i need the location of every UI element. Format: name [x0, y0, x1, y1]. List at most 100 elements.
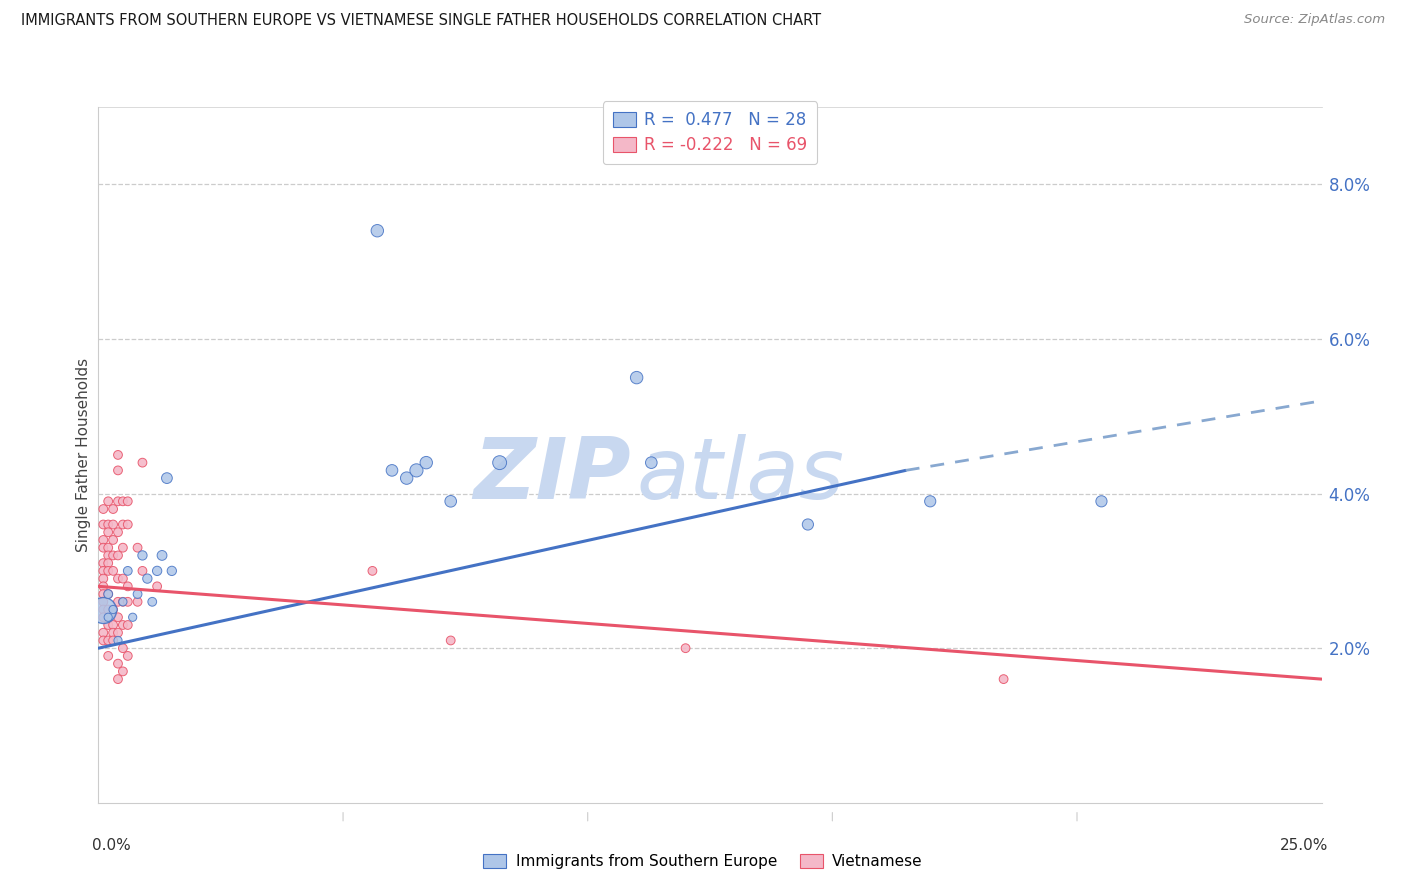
Point: [97, 564, 120, 578]
Point: [1090, 494, 1112, 508]
Point: [107, 595, 129, 609]
Point: [415, 456, 437, 470]
Point: [127, 541, 149, 555]
Text: IMMIGRANTS FROM SOUTHERN EUROPE VS VIETNAMESE SINGLE FATHER HOUSEHOLDS CORRELATI: IMMIGRANTS FROM SOUTHERN EUROPE VS VIETN…: [21, 13, 821, 29]
Point: [136, 572, 159, 586]
Point: [675, 641, 697, 656]
Point: [405, 463, 427, 477]
Point: [160, 564, 183, 578]
Point: [111, 618, 134, 632]
Point: [97, 556, 120, 570]
Point: [91, 517, 114, 532]
Point: [97, 618, 120, 632]
Point: [97, 610, 120, 624]
Point: [91, 602, 114, 616]
Point: [117, 517, 139, 532]
Point: [131, 549, 153, 563]
Point: [626, 370, 648, 384]
Point: [920, 494, 942, 508]
Point: [91, 579, 114, 593]
Point: [395, 471, 418, 485]
Point: [121, 610, 143, 624]
Point: [127, 595, 149, 609]
Point: [101, 564, 124, 578]
Point: [111, 641, 134, 656]
Text: Source: ZipAtlas.com: Source: ZipAtlas.com: [1244, 13, 1385, 27]
Point: [366, 224, 388, 238]
Point: [91, 602, 114, 616]
Point: [97, 525, 120, 540]
Point: [146, 579, 169, 593]
Point: [97, 541, 120, 555]
Point: [150, 549, 173, 563]
Point: [640, 456, 662, 470]
Point: [440, 633, 463, 648]
Legend: R =  0.477   N = 28, R = -0.222   N = 69: R = 0.477 N = 28, R = -0.222 N = 69: [603, 102, 817, 164]
Point: [91, 633, 114, 648]
Point: [107, 633, 129, 648]
Point: [381, 463, 404, 477]
Point: [131, 456, 153, 470]
Point: [111, 517, 134, 532]
Point: [111, 494, 134, 508]
Text: 25.0%: 25.0%: [1279, 838, 1327, 853]
Text: ZIP: ZIP: [472, 434, 630, 517]
Point: [101, 602, 124, 616]
Point: [91, 541, 114, 555]
Point: [91, 564, 114, 578]
Point: [107, 525, 129, 540]
Point: [97, 549, 120, 563]
Point: [97, 633, 120, 648]
Point: [440, 494, 463, 508]
Point: [361, 564, 384, 578]
Point: [111, 541, 134, 555]
Point: [101, 618, 124, 632]
Point: [111, 595, 134, 609]
Point: [488, 456, 510, 470]
Point: [117, 618, 139, 632]
Point: [146, 564, 169, 578]
Point: [101, 602, 124, 616]
Point: [107, 448, 129, 462]
Point: [97, 648, 120, 663]
Point: [117, 564, 139, 578]
Point: [117, 494, 139, 508]
Point: [91, 502, 114, 516]
Point: [107, 625, 129, 640]
Point: [141, 595, 163, 609]
Point: [91, 610, 114, 624]
Point: [91, 625, 114, 640]
Point: [107, 549, 129, 563]
Point: [127, 587, 149, 601]
Point: [91, 587, 114, 601]
Point: [101, 625, 124, 640]
Text: atlas: atlas: [637, 434, 845, 517]
Point: [91, 595, 114, 609]
Point: [156, 471, 179, 485]
Legend: Immigrants from Southern Europe, Vietnamese: Immigrants from Southern Europe, Vietnam…: [478, 848, 928, 875]
Point: [107, 572, 129, 586]
Point: [91, 533, 114, 547]
Point: [111, 572, 134, 586]
Point: [97, 517, 120, 532]
Text: 0.0%: 0.0%: [93, 838, 131, 853]
Point: [107, 657, 129, 671]
Point: [91, 572, 114, 586]
Point: [97, 587, 120, 601]
Y-axis label: Single Father Households: Single Father Households: [76, 358, 91, 552]
Point: [117, 595, 139, 609]
Point: [107, 494, 129, 508]
Point: [91, 556, 114, 570]
Point: [117, 648, 139, 663]
Point: [107, 463, 129, 477]
Point: [97, 587, 120, 601]
Point: [97, 494, 120, 508]
Point: [993, 672, 1015, 686]
Point: [101, 502, 124, 516]
Point: [101, 517, 124, 532]
Point: [111, 665, 134, 679]
Point: [101, 549, 124, 563]
Point: [111, 595, 134, 609]
Point: [797, 517, 820, 532]
Point: [107, 610, 129, 624]
